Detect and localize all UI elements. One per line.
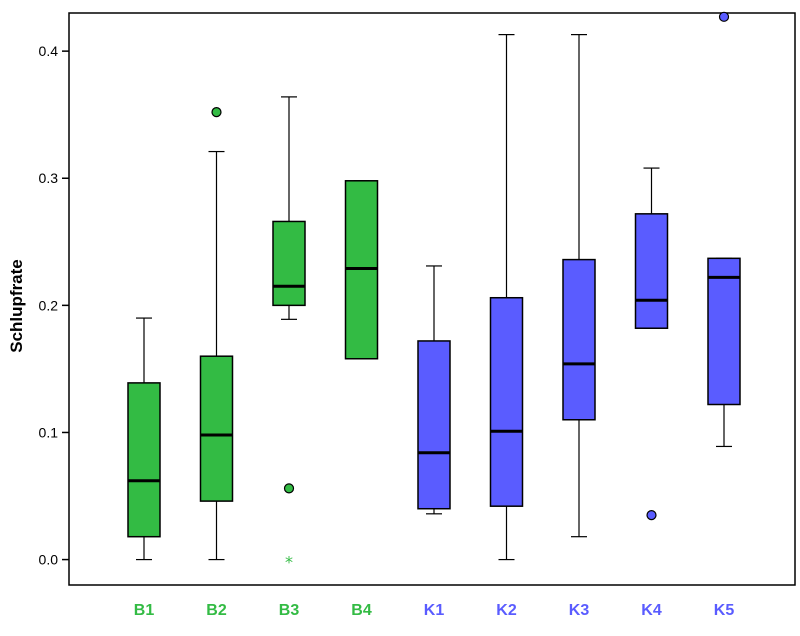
iqr-box — [636, 214, 668, 328]
y-axis: 0.0 0.1 0.2 0.3 0.4 — [39, 43, 69, 567]
x-category-label: B2 — [206, 602, 227, 619]
x-category-label: K4 — [641, 602, 662, 619]
iqr-box — [708, 258, 740, 404]
y-tick-label: 0.3 — [39, 170, 59, 186]
extreme-star: * — [285, 553, 293, 572]
iqr-box — [563, 260, 595, 420]
iqr-box — [273, 221, 305, 305]
y-tick-label: 0.1 — [39, 424, 59, 440]
x-category-label: B3 — [279, 602, 300, 619]
x-category-label: K1 — [424, 602, 445, 619]
y-axis-title: Schlupfrate — [7, 259, 26, 353]
outlier-point — [647, 511, 656, 520]
x-category-label: K5 — [714, 602, 735, 619]
x-category-label: B4 — [351, 602, 372, 619]
x-category-label: K2 — [496, 602, 517, 619]
x-category-label: B1 — [134, 602, 155, 619]
iqr-box — [201, 356, 233, 501]
iqr-box — [418, 341, 450, 509]
x-axis: B1 B2 B3 B4 K1 K2 K3 K4 K5 — [134, 602, 735, 619]
outlier-point — [285, 484, 294, 493]
outlier-point — [212, 108, 221, 117]
outlier-point — [720, 12, 729, 21]
box-b4 — [346, 181, 378, 359]
x-category-label: K3 — [569, 602, 590, 619]
y-tick-label: 0.2 — [39, 297, 59, 313]
y-tick-label: 0.0 — [39, 552, 59, 568]
iqr-box — [491, 298, 523, 506]
y-tick-label: 0.4 — [39, 43, 59, 59]
iqr-box — [128, 383, 160, 537]
